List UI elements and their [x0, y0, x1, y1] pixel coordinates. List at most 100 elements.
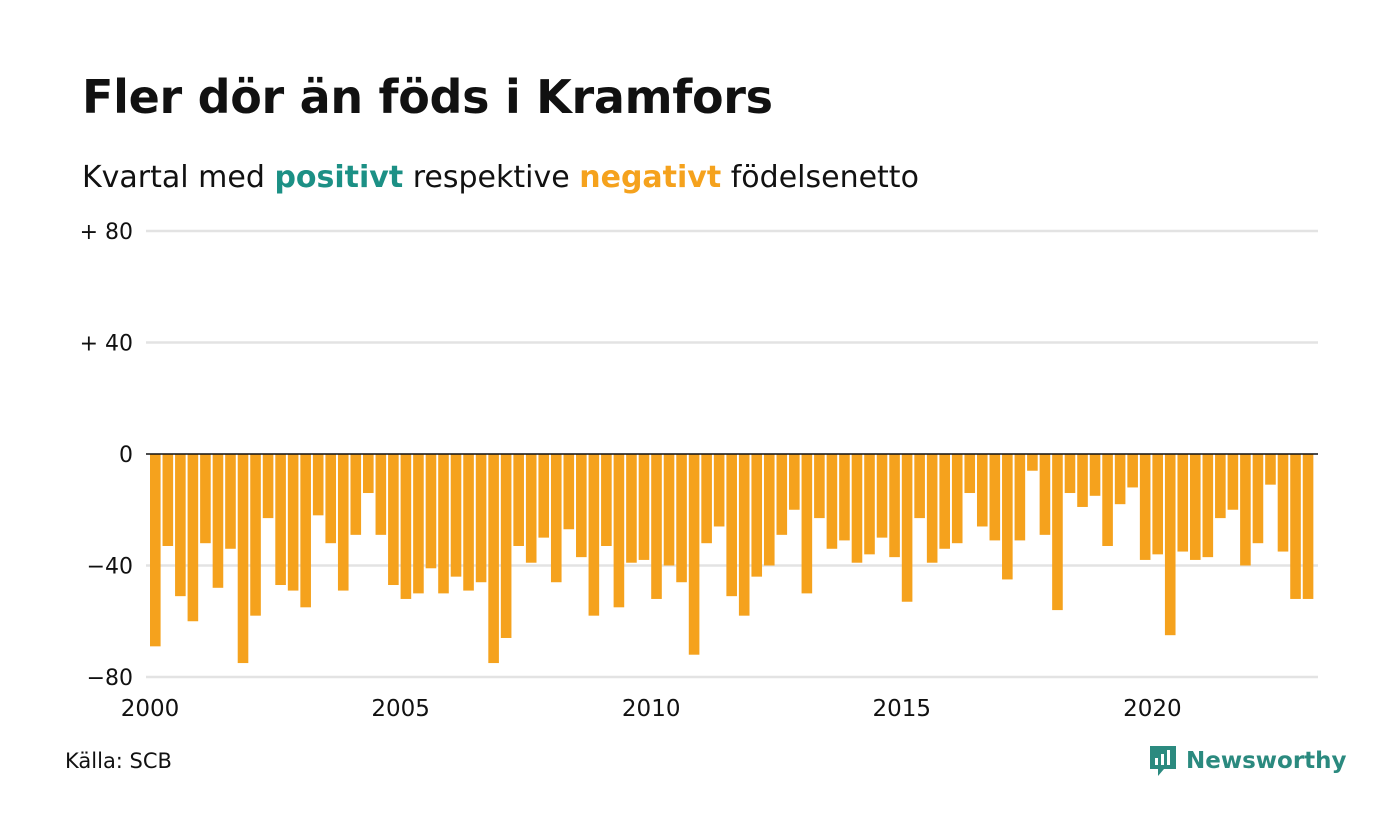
brand-name: Newsworthy: [1186, 748, 1347, 774]
bar: [914, 454, 925, 519]
bar: [901, 454, 913, 602]
bar: [287, 454, 299, 591]
bar: [225, 454, 236, 549]
bar: [951, 454, 963, 544]
bar: [663, 454, 675, 566]
bar: [175, 454, 186, 597]
bar: [1052, 454, 1063, 611]
bar: [1039, 454, 1051, 535]
bar: [550, 454, 562, 583]
subtitle-prefix: Kvartal med: [82, 160, 265, 195]
bar: [1177, 454, 1189, 552]
newsworthy-logo-icon: [1150, 746, 1176, 776]
bar: [613, 454, 625, 608]
bar: [350, 454, 362, 535]
bars-layer: [150, 454, 1314, 664]
bar: [187, 454, 199, 622]
bar: [726, 454, 737, 597]
bar: [1189, 454, 1201, 560]
bar: [438, 454, 449, 594]
bar: [876, 454, 888, 538]
bar: [989, 454, 1001, 541]
bar: [789, 454, 800, 510]
bar: [513, 454, 524, 546]
bar: [1027, 454, 1038, 471]
bar: [576, 454, 587, 558]
bar: [889, 454, 900, 558]
bar: [525, 454, 537, 563]
brand-logo: Newsworthy: [1148, 744, 1347, 778]
bar: [926, 454, 938, 563]
subtitle-middle: respektive: [412, 160, 570, 195]
bar: [375, 454, 387, 535]
bar: [1139, 454, 1151, 560]
bar: [1290, 454, 1301, 599]
subtitle-negative-keyword: negativt: [579, 160, 722, 195]
bar: [312, 454, 324, 516]
bar: [626, 454, 637, 563]
bar: [1014, 454, 1026, 541]
bar: [738, 454, 750, 616]
bar: [1240, 454, 1251, 566]
bar: [200, 454, 211, 544]
bar: [325, 454, 337, 544]
bar: [363, 454, 374, 494]
chart-subtitle: Kvartal med positivt respektive negativt…: [82, 160, 919, 195]
chart-title: Fler dör än föds i Kramfors: [82, 70, 773, 124]
bar: [1127, 454, 1138, 488]
bar: [814, 454, 825, 519]
bar: [300, 454, 311, 608]
bar: [763, 454, 775, 566]
bar: [1252, 454, 1264, 544]
bar: [500, 454, 512, 638]
bar: [1002, 454, 1013, 580]
bar: [1215, 454, 1226, 519]
x-tick-label: 2020: [1123, 696, 1182, 722]
bar: [939, 454, 950, 549]
bar: [751, 454, 763, 577]
bar: [588, 454, 600, 616]
bar: [488, 454, 499, 664]
bar: [638, 454, 650, 560]
bar: [150, 454, 161, 647]
bar: [475, 454, 487, 583]
bar: [776, 454, 788, 535]
bar: [388, 454, 399, 586]
bar: [413, 454, 424, 594]
bar: [1114, 454, 1126, 505]
bar: [1102, 454, 1113, 546]
x-tick-label: 2000: [121, 696, 180, 722]
y-tick-label: 0: [119, 443, 133, 468]
bar: [1265, 454, 1276, 485]
bar: [1202, 454, 1214, 558]
bar: [275, 454, 286, 586]
bar: [1077, 454, 1088, 507]
bar: [212, 454, 224, 588]
bar: [1277, 454, 1289, 552]
bar: [851, 454, 863, 563]
bar: [1164, 454, 1176, 636]
y-tick-label: + 40: [80, 332, 133, 357]
source-note: Källa: SCB: [65, 749, 172, 773]
bar: [400, 454, 412, 599]
bar: [262, 454, 274, 519]
bar: [1152, 454, 1163, 555]
bar: [1064, 454, 1076, 494]
bar: [688, 454, 700, 655]
bar: [425, 454, 437, 569]
bar: [463, 454, 474, 591]
y-axis-labels: + 80 + 40 0 −40 −80: [80, 220, 133, 691]
bar: [337, 454, 349, 591]
y-tick-label: −40: [87, 555, 133, 580]
subtitle-suffix: födelsenetto: [730, 160, 919, 195]
bar: [964, 454, 976, 494]
bar: [1227, 454, 1239, 510]
bar: [713, 454, 725, 527]
bar: [864, 454, 875, 555]
x-tick-label: 2010: [622, 696, 681, 722]
bar: [563, 454, 575, 530]
x-tick-label: 2015: [873, 696, 932, 722]
y-tick-label: −80: [87, 666, 133, 691]
bar: [839, 454, 850, 541]
